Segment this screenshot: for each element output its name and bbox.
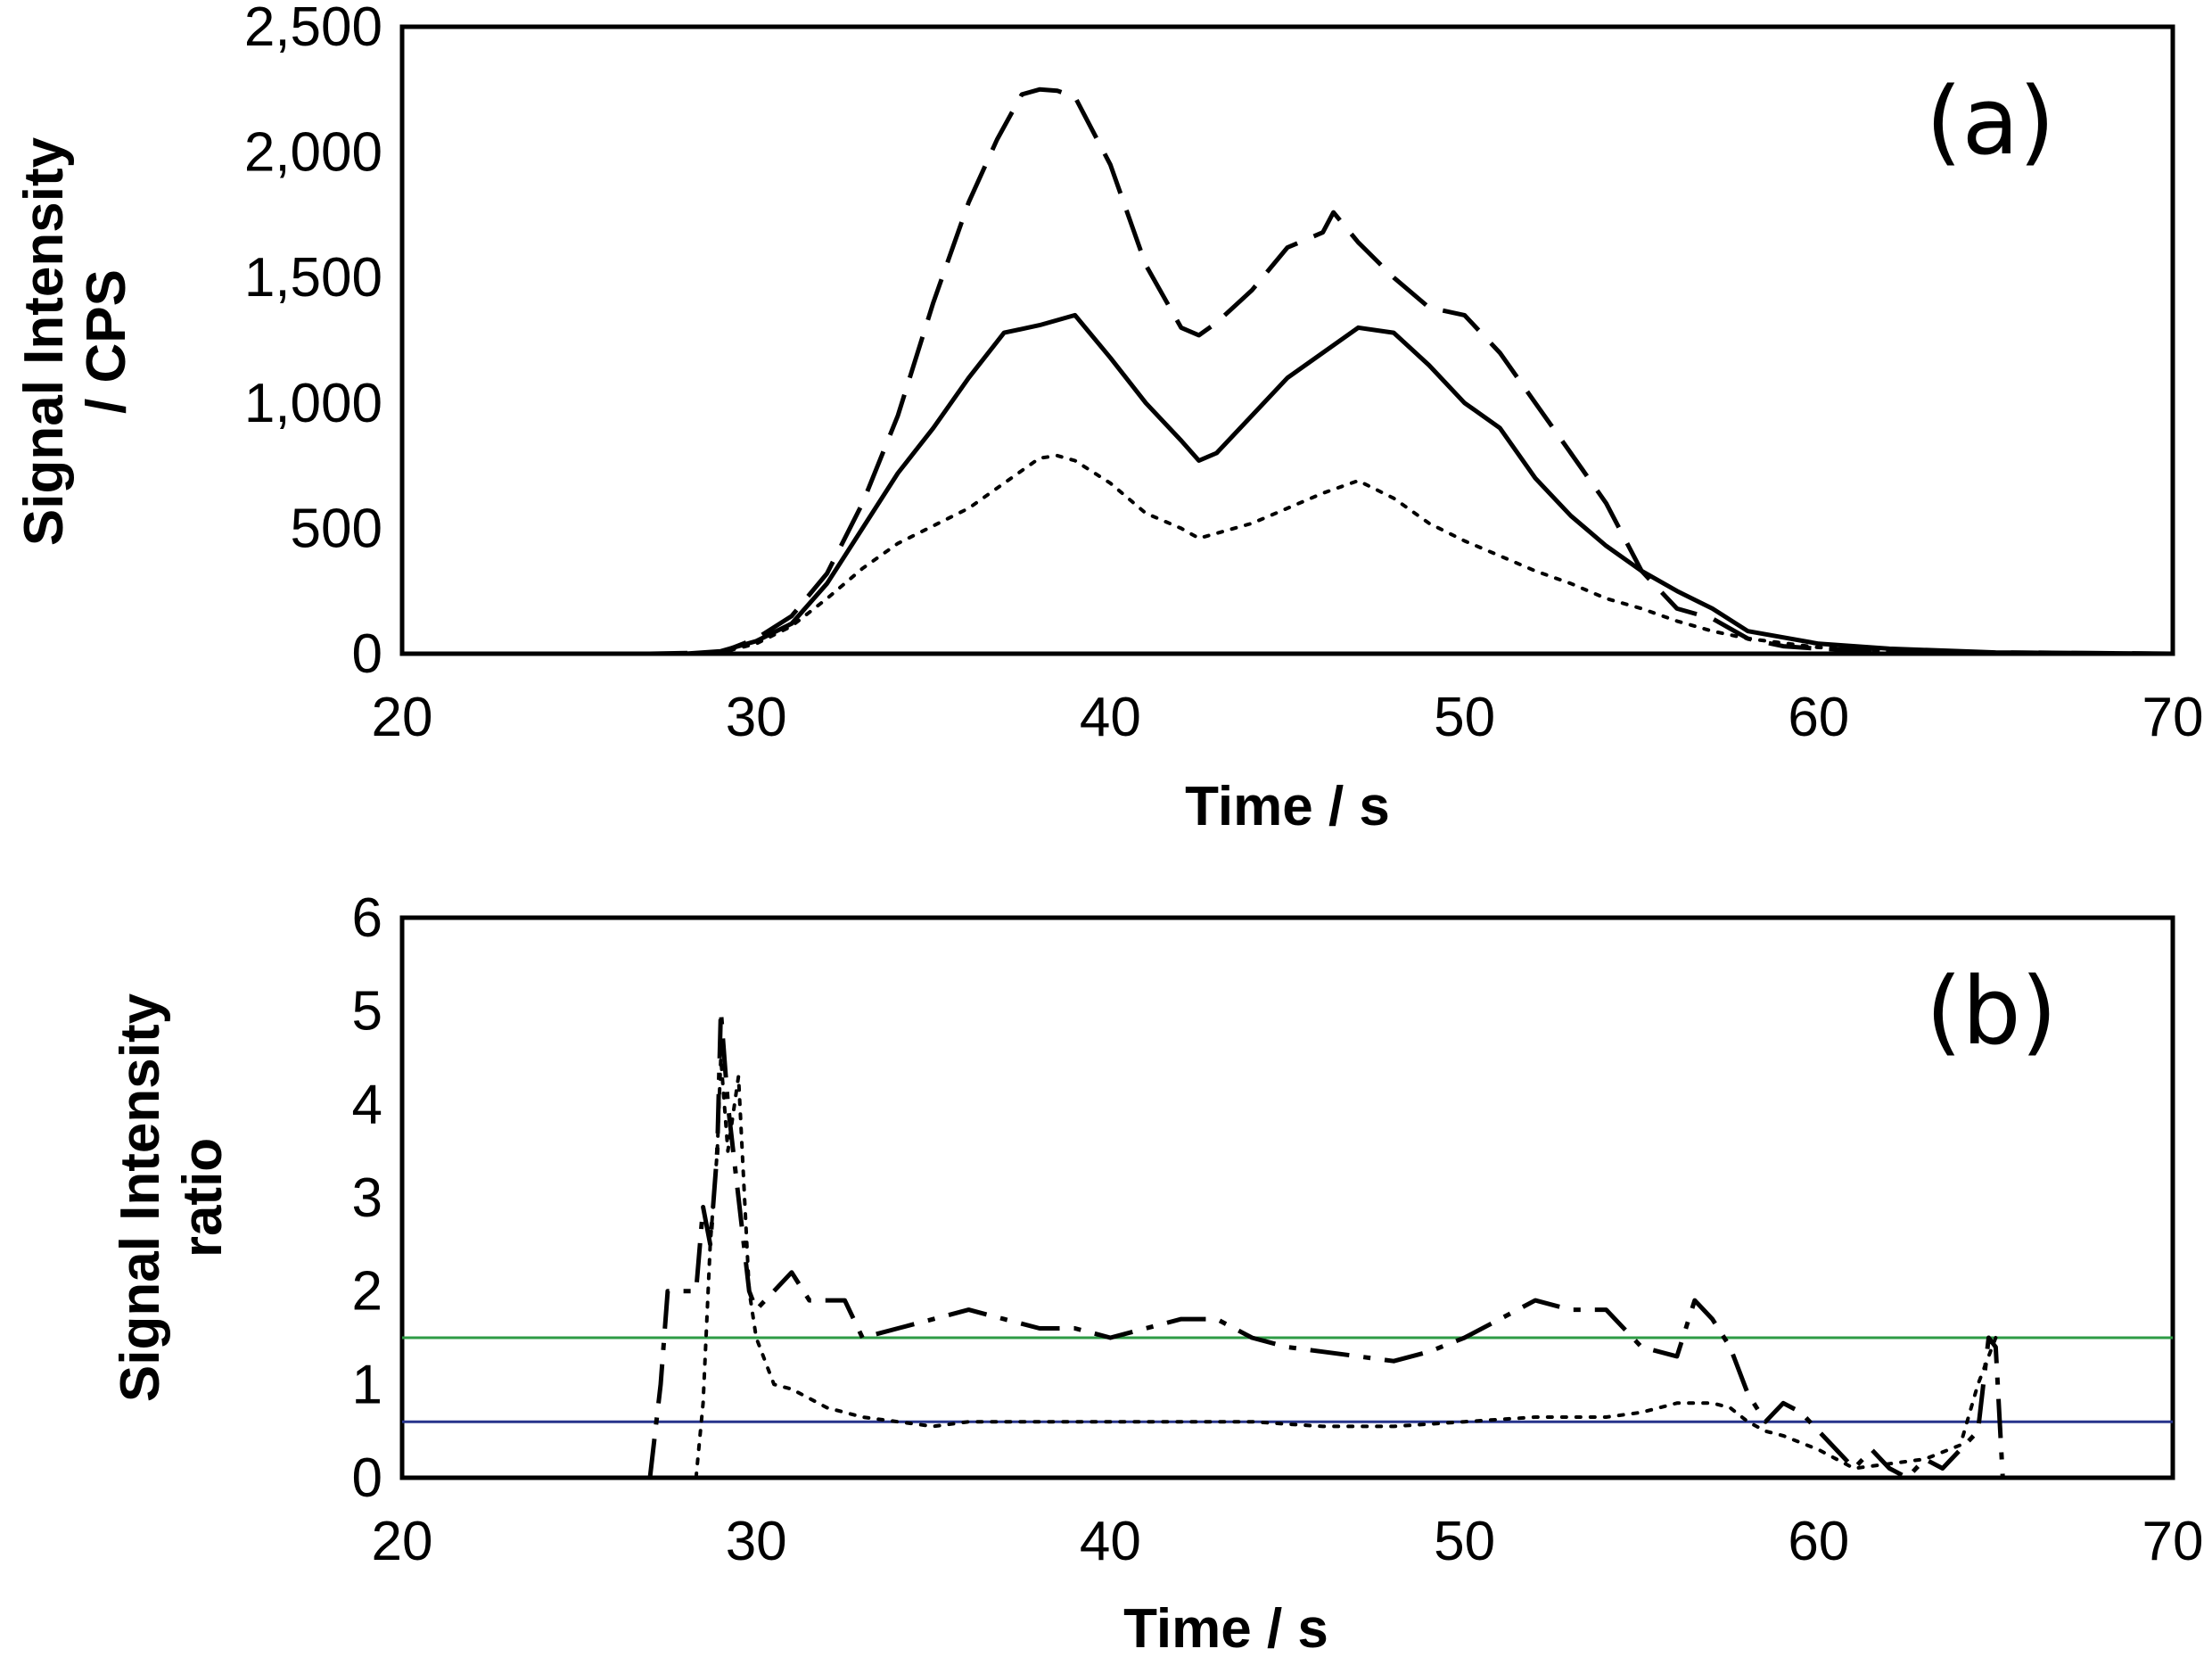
y-tick-label: 1,000 — [244, 373, 382, 434]
y-tick-labels-a: 0 500 1,000 1,500 2,000 2,500 — [244, 0, 382, 685]
y-axis-title-line1-b: Signal Intensity — [110, 993, 171, 1402]
y-tick-label: 1,500 — [244, 247, 382, 309]
series-group-a — [400, 87, 2175, 656]
y-tick-label: 1 — [352, 1354, 382, 1415]
x-tick-label: 50 — [1434, 687, 1495, 748]
y-tick-label: 5 — [352, 981, 382, 1043]
x-tick-labels-b: 20 30 40 50 60 70 — [372, 1511, 2204, 1572]
x-tick-label: 70 — [2142, 687, 2204, 748]
x-tick-labels-a: 20 30 40 50 60 70 — [372, 687, 2204, 748]
x-tick-label: 60 — [1788, 1511, 1849, 1572]
y-axis-title-line2-a: / CPS — [76, 269, 137, 414]
x-tick-label: 40 — [1080, 687, 1141, 748]
y-tick-label: 2,500 — [244, 0, 382, 58]
plot-area-a — [399, 24, 2175, 656]
x-axis-title-a: Time / s — [1185, 776, 1390, 837]
x-tick-label: 60 — [1788, 687, 1849, 748]
y-tick-label: 3 — [352, 1167, 382, 1229]
y-axis-title-line2-b: ratio — [172, 1138, 234, 1257]
y-tick-label: 0 — [352, 623, 382, 685]
y-tick-label: 2,000 — [244, 122, 382, 184]
y-tick-label: 500 — [291, 498, 382, 559]
reference-lines-b — [402, 1336, 2173, 1423]
y-axis-title-line1-a: Signal Intensity — [13, 136, 75, 546]
x-tick-label: 30 — [726, 1511, 787, 1572]
y-tick-label: 0 — [352, 1447, 382, 1509]
panel-b: 0 1 2 3 4 5 6 20 30 40 50 60 70 (b) Time / s Signal… — [110, 887, 2203, 1657]
plot-area-b — [399, 915, 2175, 1480]
x-tick-label: 70 — [2142, 1511, 2204, 1572]
panel-a: 0 500 1,000 1,500 2,000 2,500 20 30 40 50 60 70 (a… — [13, 0, 2203, 837]
x-tick-label: 40 — [1080, 1511, 1141, 1572]
y-tick-label: 4 — [352, 1074, 382, 1135]
series-line-solid — [402, 312, 2174, 656]
panel-label-a: (a) — [1926, 67, 2055, 176]
x-tick-label: 30 — [726, 687, 787, 748]
y-tick-labels-b: 0 1 2 3 4 5 6 — [352, 887, 382, 1509]
series-line-dotted — [694, 1056, 1998, 1480]
x-tick-label: 50 — [1434, 1511, 1495, 1572]
x-axis-title-b: Time / s — [1123, 1598, 1328, 1657]
y-tick-label: 6 — [352, 887, 382, 949]
panel-label-b: (b) — [1926, 957, 2057, 1066]
series-line-dashdot — [647, 1009, 2005, 1480]
series-line-dashed — [402, 87, 2174, 656]
y-tick-label: 2 — [352, 1261, 382, 1323]
x-tick-label: 20 — [372, 1511, 433, 1572]
series-group-b — [647, 1009, 2005, 1480]
series-line-dotted — [400, 453, 2175, 655]
x-tick-label: 20 — [372, 687, 433, 748]
